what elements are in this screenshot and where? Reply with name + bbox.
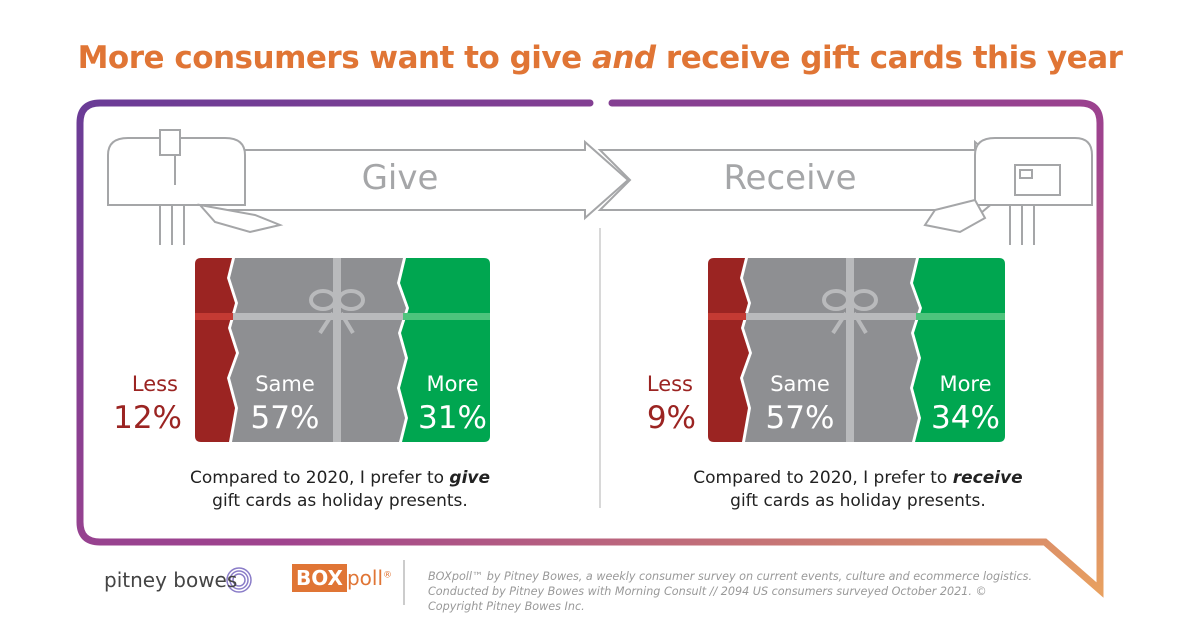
page-title: More consumers want to give and receive … [77, 40, 1123, 76]
less-label: Less [646, 372, 693, 396]
speech-frame [76, 99, 1104, 598]
receive-label: Receive [723, 158, 857, 198]
gift-card-receive [708, 258, 1005, 442]
more-label: More [939, 372, 992, 396]
more-label: More [426, 372, 479, 396]
pitney-bowes-logo-icon [226, 567, 252, 593]
footer-disclaimer: BOXpoll™ by Pitney Bowes, a weekly consu… [428, 570, 1033, 613]
gift-card-give [195, 258, 490, 442]
boxpoll-logo: BOX poll® [292, 564, 392, 592]
give-arrow [204, 139, 630, 221]
caption-give: Compared to 2020, I prefer to give gift c… [189, 468, 491, 511]
more-pct: 31% [418, 400, 487, 436]
less-label: Less [131, 372, 178, 396]
segment-more [400, 258, 490, 442]
same-label: Same [770, 372, 830, 396]
same-pct: 57% [250, 400, 320, 436]
less-pct: 9% [646, 400, 696, 436]
same-label: Same [255, 372, 315, 396]
mailbox-right-icon [923, 137, 1093, 245]
caption-receive: Compared to 2020, I prefer to receive gif… [693, 468, 1023, 511]
pitney-bowes-logo: pitney bowes [104, 568, 238, 592]
segment-less [195, 258, 236, 442]
same-pct: 57% [765, 400, 835, 436]
mailbox-left-icon [107, 129, 284, 245]
give-label: Give [361, 158, 439, 198]
bow-icon [309, 289, 365, 335]
more-pct: 34% [931, 400, 1000, 436]
less-pct: 12% [113, 400, 182, 436]
